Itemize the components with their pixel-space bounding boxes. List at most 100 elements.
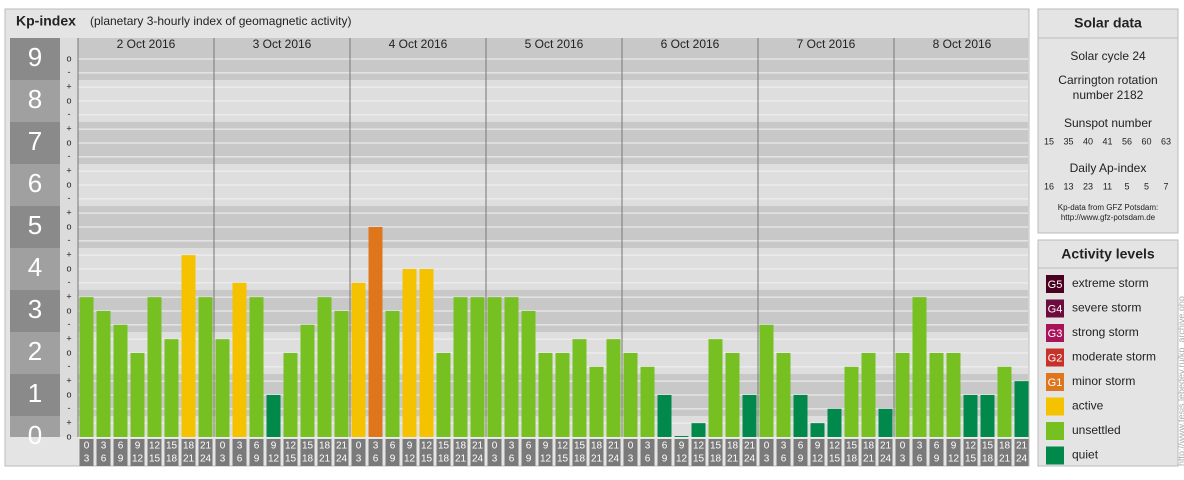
bar: [912, 297, 927, 437]
slot-from: 21: [1016, 441, 1028, 452]
slot-from: 21: [472, 441, 484, 452]
bar: [113, 324, 128, 437]
bar: [334, 311, 349, 437]
slot-from: 9: [951, 441, 957, 452]
day-label: 7 Oct 2016: [797, 37, 856, 51]
sunspot-title: Sunspot number: [1064, 116, 1152, 130]
slot-from: 0: [900, 441, 906, 452]
slot-box: [827, 439, 842, 466]
slot-to: 12: [540, 454, 552, 465]
slot-from: 0: [764, 441, 770, 452]
slot-box: [402, 439, 417, 466]
slot-box: [572, 439, 587, 466]
slot-box: [181, 439, 196, 466]
slot-box: [793, 439, 808, 466]
bar: [623, 353, 638, 437]
legend-label: strong storm: [1072, 325, 1139, 339]
slot-to: 21: [455, 454, 467, 465]
slot-to: 18: [302, 454, 314, 465]
ap-value: 7: [1163, 181, 1168, 191]
slot-to: 24: [608, 454, 620, 465]
legend-badge: G3: [1048, 328, 1063, 340]
slot-to: 21: [863, 454, 875, 465]
y-minor-label: o: [66, 137, 71, 147]
y-minor-label: +: [66, 376, 71, 386]
slot-from: 21: [744, 441, 756, 452]
y-minor-label: +: [66, 292, 71, 302]
slot-to: 15: [965, 454, 977, 465]
chart-title: Kp-index: [16, 13, 76, 29]
slot-from: 6: [526, 441, 532, 452]
slot-to: 6: [509, 454, 515, 465]
slot-to: 6: [373, 454, 379, 465]
bar: [436, 353, 451, 437]
y-band: [10, 290, 60, 332]
y-minor-label: o: [66, 221, 71, 231]
slot-box: [708, 439, 723, 466]
ap-value: 11: [1103, 181, 1112, 191]
slot-from: 3: [101, 441, 107, 452]
slot-from: 15: [302, 441, 314, 452]
slot-box: [691, 439, 706, 466]
slot-to: 3: [220, 454, 226, 465]
slot-to: 12: [132, 454, 144, 465]
slot-from: 6: [118, 441, 124, 452]
slot-box: [1014, 439, 1029, 466]
slot-to: 21: [183, 454, 195, 465]
slot-from: 3: [645, 441, 651, 452]
slot-box: [997, 439, 1012, 466]
slot-to: 6: [237, 454, 243, 465]
bar: [827, 408, 842, 437]
slot-to: 9: [118, 454, 124, 465]
y-minor-label: -: [68, 67, 71, 77]
y-band: [10, 122, 60, 164]
sunspot-value: 56: [1122, 136, 1132, 146]
bar: [980, 395, 995, 437]
slot-box: [929, 439, 944, 466]
slot-to: 15: [829, 454, 841, 465]
bar: [878, 408, 893, 437]
slot-to: 12: [268, 454, 280, 465]
solar-cycle: Solar cycle 24: [1070, 49, 1146, 63]
y-tick-label: 0: [28, 420, 42, 450]
slot-from: 9: [679, 441, 685, 452]
slot-to: 21: [319, 454, 331, 465]
y-tick-label: 9: [28, 42, 42, 72]
slot-from: 18: [727, 441, 739, 452]
slot-box: [844, 439, 859, 466]
y-tick-label: 2: [28, 336, 42, 366]
slot-to: 15: [285, 454, 297, 465]
slot-from: 12: [421, 441, 433, 452]
slot-to: 21: [727, 454, 739, 465]
slot-box: [810, 439, 825, 466]
bar: [96, 311, 111, 437]
bar: [997, 366, 1012, 437]
slot-to: 12: [812, 454, 824, 465]
slot-box: [147, 439, 162, 466]
slot-box: [623, 439, 638, 466]
slot-box: [963, 439, 978, 466]
legend-swatch: [1046, 422, 1064, 440]
legend-swatch: [1046, 299, 1064, 318]
y-tick-label: 5: [28, 210, 42, 240]
slot-from: 18: [319, 441, 331, 452]
bar: [402, 269, 417, 437]
slot-from: 3: [509, 441, 515, 452]
sunspot-value: 40: [1083, 136, 1093, 146]
y-minor-label: +: [66, 334, 71, 344]
y-tick-label: 8: [28, 84, 42, 114]
y-band: [10, 332, 60, 374]
y-minor-label: -: [68, 109, 71, 119]
slot-box: [538, 439, 553, 466]
y-tick-label: 3: [28, 294, 42, 324]
legend-label: minor storm: [1072, 374, 1135, 388]
bar: [147, 297, 162, 437]
legend-swatch: [1046, 348, 1064, 367]
legend-label: extreme storm: [1072, 276, 1149, 290]
y-tick-label: 1: [28, 378, 42, 408]
slot-box: [759, 439, 774, 466]
slot-to: 18: [710, 454, 722, 465]
slot-from: 18: [455, 441, 467, 452]
slot-box: [487, 439, 502, 466]
legend-label: severe storm: [1072, 301, 1141, 315]
